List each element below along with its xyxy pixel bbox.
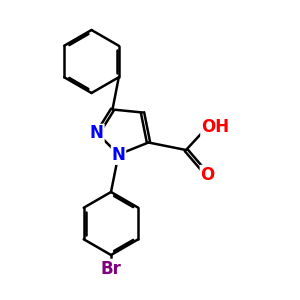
Text: N: N <box>90 124 104 142</box>
Text: O: O <box>200 166 215 184</box>
Text: N: N <box>112 146 125 164</box>
Text: OH: OH <box>201 118 229 136</box>
Text: Br: Br <box>100 260 122 278</box>
